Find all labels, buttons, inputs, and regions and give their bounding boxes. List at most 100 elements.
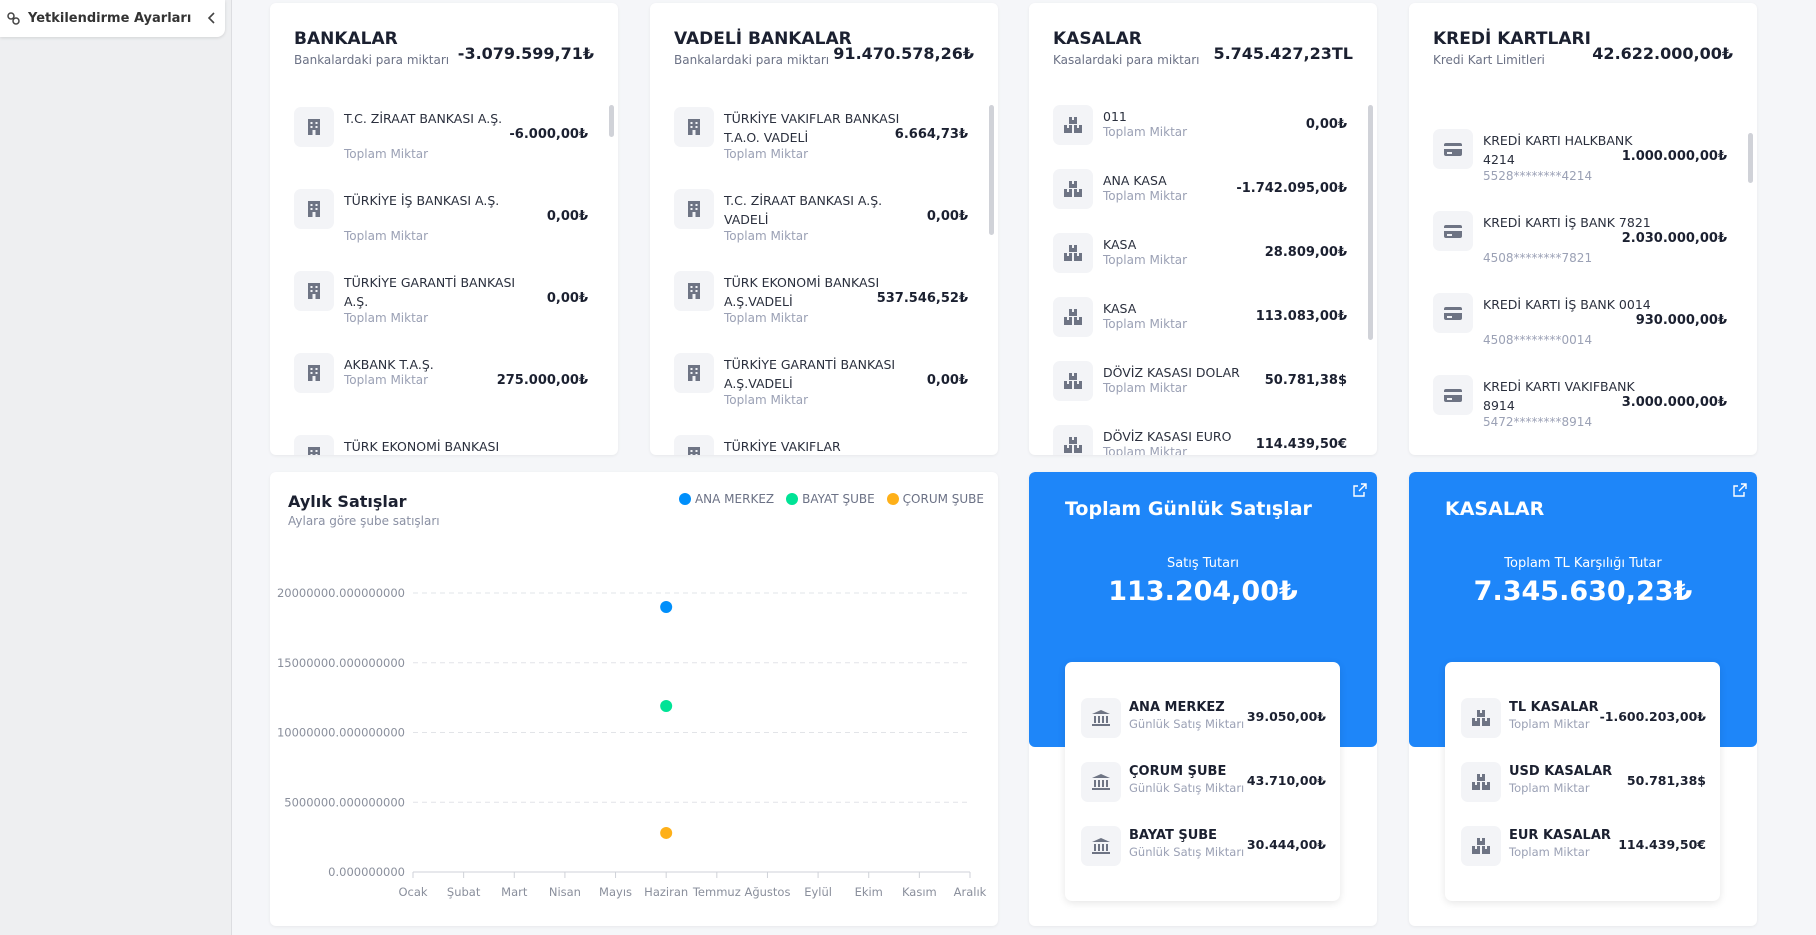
item-list: 011 Toplam Miktar 0,00₺ ANA KASA Toplam Mikt… — [1029, 99, 1377, 455]
item-amount: 0,00₺ — [546, 291, 588, 306]
item-icon — [1081, 826, 1121, 866]
item-name: KREDİ KARTI VAKIFBANK 8914 — [1483, 379, 1635, 413]
bank-icon — [308, 365, 320, 381]
item-name: DÖVİZ KASASI EURO — [1103, 429, 1232, 444]
list-item: T.C. ZİRAAT BANKASI A.Ş. Toplam Miktar -6.… — [294, 107, 588, 167]
x-tick-label: Kasım — [902, 885, 937, 899]
item-amount: 0,00₺ — [926, 209, 968, 224]
external-link[interactable] — [1353, 483, 1367, 497]
list-item: KREDİ KARTI VAKIFBANK 8914 5472********89… — [1433, 375, 1727, 435]
item-icon — [1053, 233, 1093, 273]
item-sub: Toplam Miktar — [1103, 445, 1188, 455]
list-item: KASA Toplam Miktar 113.083,00₺ — [1053, 297, 1347, 357]
item-icon — [294, 353, 334, 393]
item-name: T.C. ZİRAAT BANKASI A.Ş. VADELİ — [724, 193, 883, 227]
item-sub: Toplam Miktar — [1103, 189, 1188, 203]
total-value: 7.345.630,23₺ — [1473, 576, 1693, 607]
item-name: 011 — [1103, 109, 1127, 124]
item-name: DÖVİZ KASASI DOLAR — [1103, 365, 1240, 380]
card-total: -3.079.599,71₺ — [457, 44, 594, 63]
scrollbar — [989, 105, 994, 235]
item-name: ANA KASA — [1103, 173, 1167, 188]
item-amount: 930.000,00₺ — [1635, 313, 1727, 328]
legend-dot — [678, 493, 691, 505]
item-icon — [1053, 297, 1093, 337]
item-name: TÜRKİYE GARANTİ BANKASI A.Ş. — [344, 275, 516, 309]
item-sub: Günlük Satış Miktarı — [1129, 845, 1245, 859]
item-icon — [674, 107, 714, 147]
sidebar-label: Yetkilendirme Ayarları — [28, 11, 192, 26]
list-item: TÜRKİYE GARANTİ BANKASI A.Ş. Toplam Mikta… — [294, 271, 588, 331]
legend-label: BAYAT ŞUBE — [802, 492, 875, 506]
item-list: KREDİ KARTI HALKBANK 4214 5528********421… — [1409, 99, 1757, 455]
detail-item: TL KASALAR Toplam Miktar -1.600.203,00₺ — [1461, 698, 1706, 738]
item-icon — [1461, 762, 1501, 802]
item-name: ÇORUM ŞUBE — [1129, 764, 1227, 779]
item-icon — [1081, 762, 1121, 802]
item-sub: Toplam Miktar — [1103, 125, 1188, 139]
list-item: DÖVİZ KASASI EURO Toplam Miktar 114.439,50… — [1053, 425, 1347, 455]
total-label: Satış Tutarı — [1166, 556, 1240, 571]
item-icon — [674, 353, 714, 393]
x-tick-label: Şubat — [447, 885, 481, 899]
item-sub: Toplam Miktar — [1509, 717, 1590, 731]
item-amount: 30.444,00₺ — [1246, 837, 1326, 852]
chart-subtitle: Aylara göre şube satışları — [288, 514, 440, 528]
item-icon — [1053, 169, 1093, 209]
item-icon — [1433, 211, 1473, 251]
list-item: KREDİ KARTI İŞ BANK 0014 4508********0014… — [1433, 293, 1727, 353]
list-item: TÜRKİYE VAKIFLAR BANKASI T.A.O. VADELİ To… — [674, 107, 968, 167]
list-item: KREDİ KARTI HALKBANK 4214 5528********421… — [1433, 129, 1727, 189]
sidebar-item[interactable]: Yetkilendirme Ayarları — [0, 0, 225, 37]
item-amount: 0,00₺ — [546, 209, 588, 224]
sales-card: Toplam Günlük Satışlar Satış Tutarı 113.20… — [1029, 472, 1377, 926]
item-name: TÜRKİYE VAKIFLAR — [724, 439, 841, 454]
item-sub: Toplam Miktar — [724, 229, 809, 243]
card-title: KASALAR — [1053, 29, 1142, 49]
card-total: 42.622.000,00₺ — [1592, 44, 1733, 63]
item-icon — [1461, 698, 1501, 738]
item-amount: 50.781,38$ — [1626, 773, 1706, 788]
item-amount: 50.781,38$ — [1264, 373, 1347, 388]
item-name: KREDİ KARTI HALKBANK 4214 — [1483, 133, 1633, 167]
card-total: 5.745.427,23TL — [1213, 44, 1353, 63]
legend-item: ÇORUM ŞUBE — [886, 492, 984, 506]
cash-icon — [1472, 838, 1490, 854]
item-icon — [1053, 425, 1093, 455]
item-name: TÜRKİYE İŞ BANKASI A.Ş. — [344, 193, 500, 208]
item-sub: 5528********4214 — [1483, 169, 1593, 183]
x-tick-label: Ağustos — [744, 885, 790, 899]
sidebar: Yetkilendirme Ayarları — [0, 0, 232, 935]
cash-icon — [1064, 373, 1082, 389]
item-sub: Toplam Miktar — [1103, 317, 1188, 331]
list-item: T.C. ZİRAAT BANKASI A.Ş. VADELİ Toplam Mi… — [674, 189, 968, 249]
item-sub: Toplam Miktar — [724, 311, 809, 325]
legend: ANA MERKEZ BAYAT ŞUBE ÇORUM ŞUBE — [678, 492, 984, 506]
item-name: KASA — [1103, 301, 1137, 316]
card-title: BANKALAR — [294, 29, 398, 49]
item-sub: Günlük Satış Miktarı — [1129, 717, 1245, 731]
external-link[interactable] — [1733, 483, 1747, 497]
detail-box: ANA MERKEZ Günlük Satış Miktarı 39.050,00₺… — [1065, 662, 1340, 901]
point — [660, 600, 673, 613]
x-tick-label: Ekim — [855, 885, 883, 899]
item-amount: 39.050,00₺ — [1246, 709, 1326, 724]
cash-icon — [1064, 181, 1082, 197]
card-total: 91.470.578,26₺ — [833, 44, 974, 63]
item-amount: 3.000.000,00₺ — [1621, 395, 1727, 410]
cash-icon — [1064, 309, 1082, 325]
card-subtitle: Bankalardaki para miktarı — [294, 53, 450, 67]
list-item: ANA KASA Toplam Miktar -1.742.095,00₺ — [1053, 169, 1347, 229]
item-icon — [1053, 105, 1093, 145]
scrollbar — [1368, 105, 1373, 340]
card-title: KASALAR — [1445, 498, 1545, 520]
item-name: EUR KASALAR — [1509, 828, 1611, 843]
item-name: T.C. ZİRAAT BANKASI A.Ş. — [344, 111, 503, 126]
list-item: 011 Toplam Miktar 0,00₺ — [1053, 105, 1347, 165]
card-subtitle: Kasalardaki para miktarı — [1053, 53, 1200, 67]
bank-icon — [308, 447, 320, 455]
external-link-wrap — [1353, 482, 1367, 501]
item-amount: 0,00₺ — [1305, 117, 1347, 132]
item-icon — [294, 189, 334, 229]
